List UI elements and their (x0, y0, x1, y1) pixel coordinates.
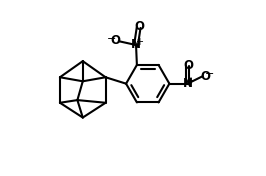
Text: −: − (205, 69, 214, 79)
Text: −: − (107, 34, 116, 44)
Text: O: O (134, 20, 144, 33)
Text: N: N (131, 39, 141, 52)
Text: N: N (182, 77, 193, 90)
Text: +: + (135, 37, 143, 46)
Text: O: O (201, 70, 211, 83)
Text: O: O (183, 59, 193, 72)
Text: +: + (186, 76, 194, 86)
Text: O: O (110, 34, 120, 47)
